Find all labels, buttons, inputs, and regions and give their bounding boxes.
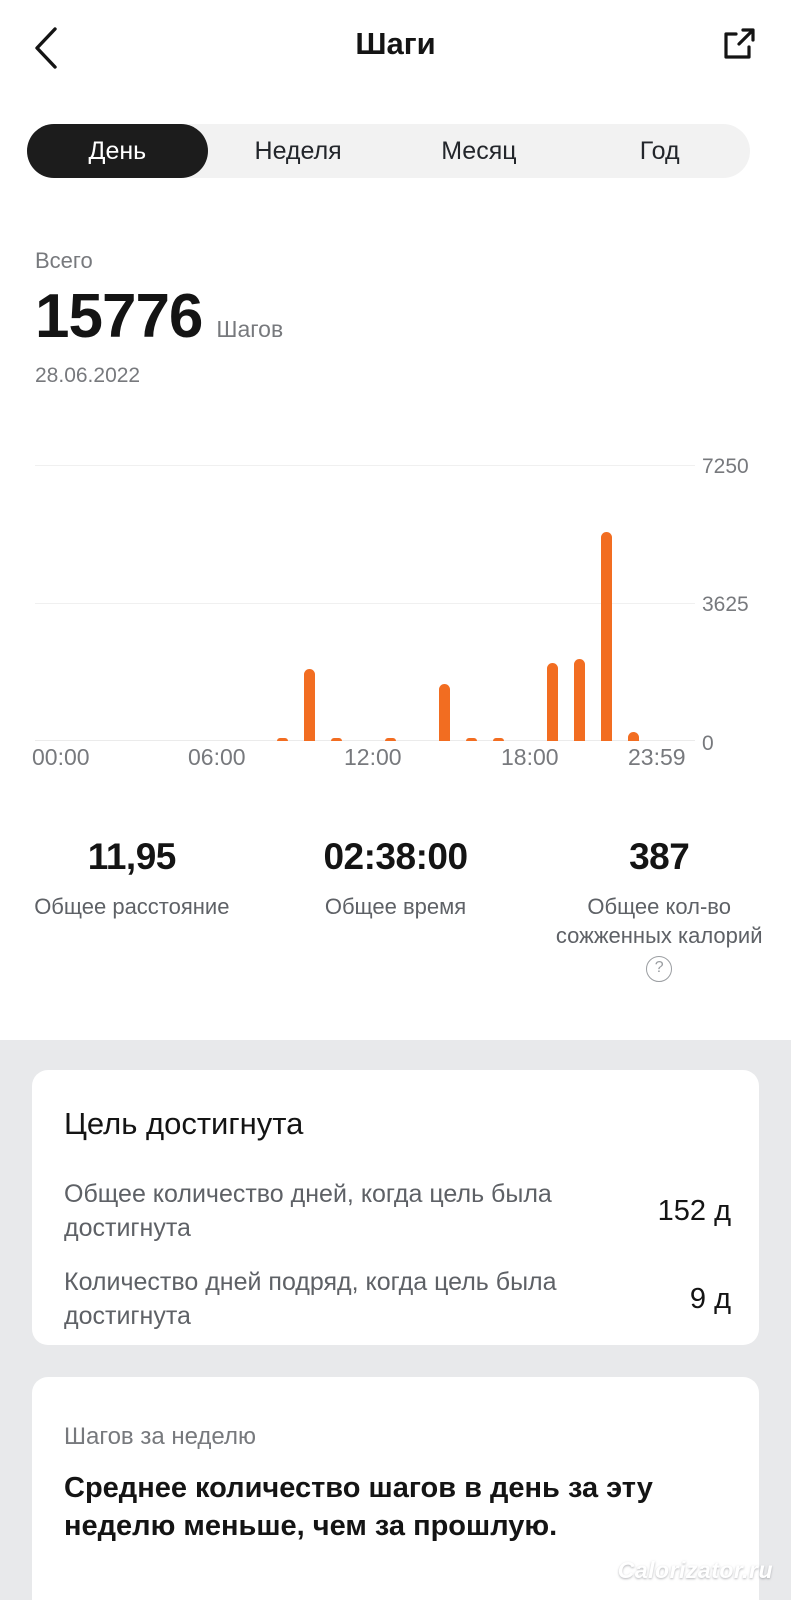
stat-distance-label: Общее расстояние xyxy=(34,894,230,919)
weekly-steps-headline: Среднее количество шагов в день за эту н… xyxy=(64,1472,653,1543)
page-title: Шаги xyxy=(355,26,436,61)
period-tabs: День Неделя Месяц Год xyxy=(27,124,750,178)
chart-bar xyxy=(385,738,397,741)
stat-time: 02:38:00 Общее время xyxy=(264,838,528,982)
goal-row-total-days-value: 152 д xyxy=(657,1195,731,1228)
stat-distance: 11,95 Общее расстояние xyxy=(0,838,264,982)
stat-distance-value: 11,95 xyxy=(87,836,177,877)
summary-date: 28.06.2022 xyxy=(35,364,141,387)
goal-row-streak-days-value: 9 д xyxy=(689,1283,731,1316)
chart-bar xyxy=(304,668,316,741)
share-button[interactable] xyxy=(713,20,765,72)
gridline-top xyxy=(35,465,695,466)
stat-calories-value: 387 xyxy=(629,836,690,877)
goal-row-streak-days-label: Количество дней подряд, когда цель была … xyxy=(64,1268,557,1330)
chart-bar xyxy=(627,732,639,741)
tab-month[interactable]: Месяц xyxy=(441,136,517,165)
chart-x-axis: 00:00 06:00 12:00 18:00 23:59 xyxy=(0,746,791,780)
x-tick-0600: 06:00 xyxy=(188,744,246,770)
chart-baseline xyxy=(35,740,695,741)
tab-week[interactable]: Неделя xyxy=(254,136,342,165)
gridline-middle xyxy=(35,603,695,604)
chart-bar xyxy=(492,738,504,741)
app-header: Шаги xyxy=(0,0,791,100)
site-watermark: Calorizator.ru xyxy=(617,1557,773,1583)
x-tick-0000: 00:00 xyxy=(32,744,90,770)
stat-calories: 387 Общее кол-во сожженных калорий ? xyxy=(527,836,791,983)
chart-bar xyxy=(600,532,612,741)
weekly-steps-card: Шагов за неделю Среднее количество шагов… xyxy=(32,1377,759,1600)
summary-label: Всего xyxy=(35,248,93,273)
total-steps-unit: Шагов xyxy=(216,316,284,342)
share-external-icon xyxy=(719,24,759,69)
goal-row-total-days: Общее количество дней, когда цель была д… xyxy=(64,1178,731,1246)
stat-calories-label: Общее кол-во сожженных калорий xyxy=(555,894,763,948)
chart-bar xyxy=(573,659,585,741)
goal-card-title: Цель достигнута xyxy=(64,1106,304,1141)
x-tick-1800: 18:00 xyxy=(501,744,559,770)
summary-stats-row: 11,95 Общее расстояние 02:38:00 Общее вр… xyxy=(0,836,791,983)
back-button[interactable] xyxy=(16,18,76,78)
summary-block: Всего 15776 Шагов 28.06.2022 xyxy=(35,250,283,388)
y-tick-3625: 3625 xyxy=(702,593,749,616)
goal-row-total-days-label: Общее количество дней, когда цель была д… xyxy=(64,1180,552,1242)
goal-achieved-card: Цель достигнута Общее количество дней, к… xyxy=(32,1070,759,1345)
lower-section: Цель достигнута Общее количество дней, к… xyxy=(0,1040,791,1600)
steps-bar-chart: 7250 3625 0 00:00 06:00 12:00 18:00 23:5… xyxy=(0,450,791,790)
chevron-left-icon xyxy=(33,26,59,70)
tab-day[interactable]: День xyxy=(27,124,208,178)
stat-time-label: Общее время xyxy=(324,894,467,919)
chart-bar xyxy=(331,737,343,741)
chart-plot-area xyxy=(35,465,695,741)
goal-row-streak-days: Количество дней подряд, когда цель была … xyxy=(64,1266,731,1334)
chart-bar xyxy=(546,662,558,741)
tab-year[interactable]: Год xyxy=(639,136,680,165)
chart-bar xyxy=(277,738,289,741)
stat-time-value: 02:38:00 xyxy=(323,836,468,877)
summary-value-row: 15776 Шагов xyxy=(35,286,283,348)
chart-bar xyxy=(466,738,477,741)
x-tick-1200: 12:00 xyxy=(344,744,402,770)
x-tick-2359: 23:59 xyxy=(628,744,686,770)
weekly-steps-label: Шагов за неделю xyxy=(64,1423,256,1450)
chart-bar xyxy=(439,683,450,741)
y-tick-0: 0 xyxy=(702,732,714,755)
help-question-icon[interactable]: ? xyxy=(646,956,673,983)
total-steps-value: 15776 xyxy=(35,282,203,351)
y-tick-7250: 7250 xyxy=(702,455,749,478)
